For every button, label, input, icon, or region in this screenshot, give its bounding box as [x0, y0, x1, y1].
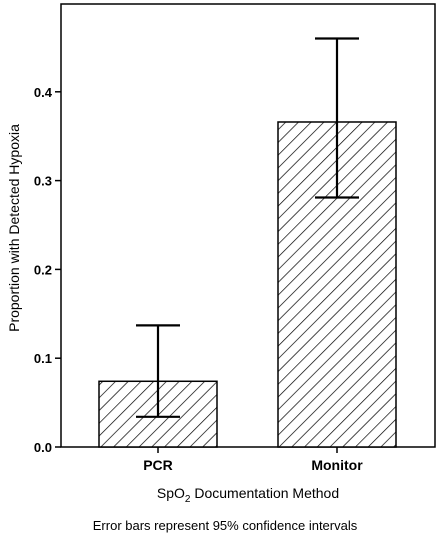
error-bar-pcr — [136, 324, 180, 418]
error-bar-monitor — [315, 37, 359, 199]
plot-frame — [60, 3, 436, 448]
y-axis-ticks: 0.0 0.1 0.2 0.3 0.4 — [34, 85, 61, 455]
x-axis-label-suffix: Documentation Method — [190, 485, 339, 501]
y-tick-label: 0.4 — [34, 85, 53, 100]
x-axis-label-subscript: 2 — [185, 494, 191, 505]
x-tick-label-pcr: PCR — [143, 457, 173, 473]
error-bars — [136, 37, 359, 418]
y-tick-label: 0.0 — [34, 440, 52, 455]
x-axis-label: SpO2 Documentation Method — [157, 485, 339, 505]
x-axis-label-prefix: SpO — [157, 485, 185, 501]
y-axis-label: Proportion with Detected Hypoxia — [6, 124, 22, 332]
bars — [98, 121, 397, 448]
y-tick-label: 0.3 — [34, 174, 52, 189]
y-tick-label: 0.1 — [34, 351, 52, 366]
x-tick-label-monitor: Monitor — [311, 457, 363, 473]
chart-annotation: Error bars represent 95% confidence inte… — [93, 518, 358, 533]
y-tick-label: 0.2 — [34, 262, 52, 277]
x-axis-ticks: PCR Monitor — [143, 447, 363, 473]
